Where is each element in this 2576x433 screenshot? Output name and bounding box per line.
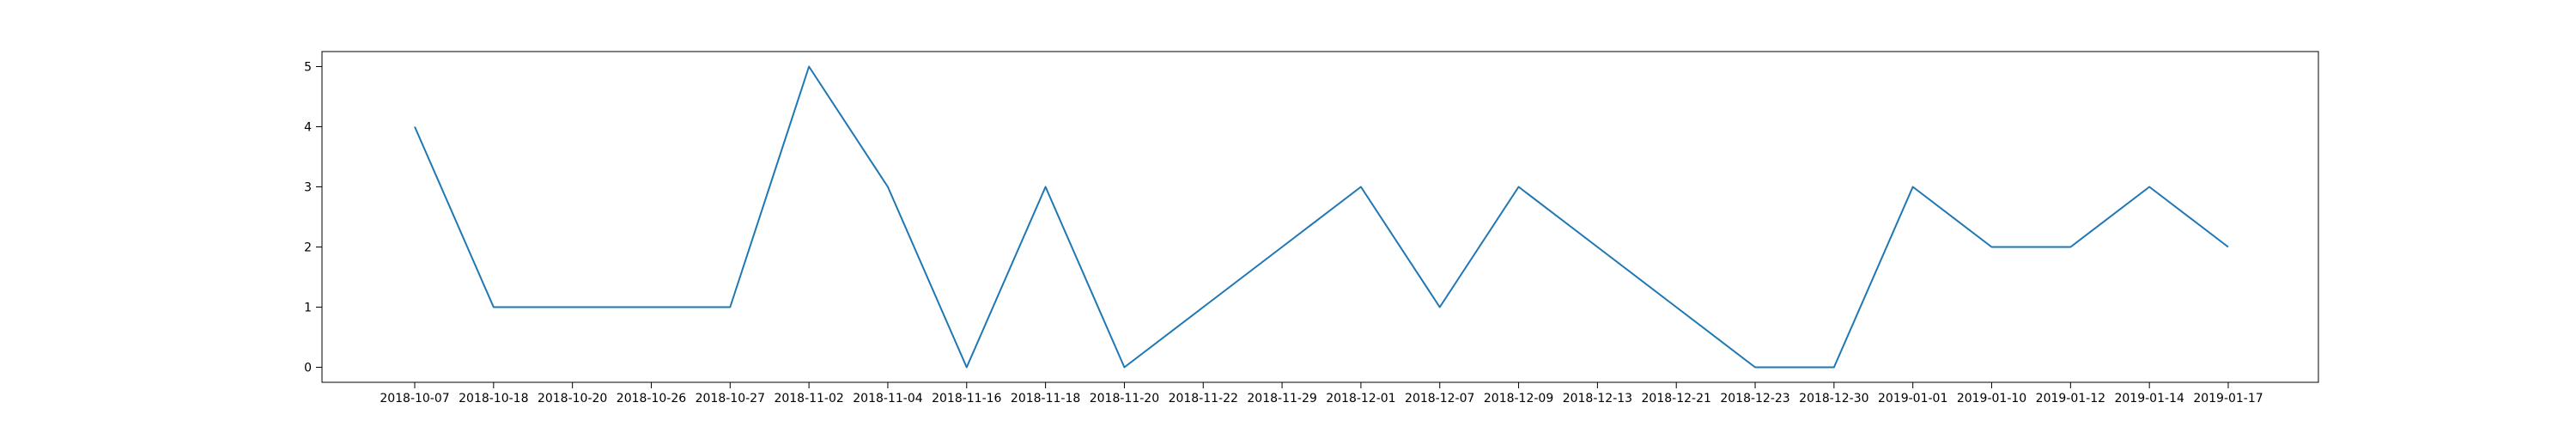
- x-tick-label: 2018-11-18: [1011, 392, 1080, 406]
- y-tick-label: 2: [304, 241, 312, 255]
- x-tick-label: 2019-01-10: [1957, 392, 2026, 406]
- y-axis: 0 1 2 3 4 5: [304, 61, 322, 375]
- y-tick-label: 0: [304, 362, 312, 375]
- x-tick-label: 2018-10-26: [617, 392, 686, 406]
- x-axis: 2018-10-07 2018-10-18 2018-10-20 2018-10-26…: [380, 382, 2263, 406]
- y-tick-label: 3: [304, 181, 312, 195]
- x-tick-label: 2018-12-21: [1642, 392, 1711, 406]
- series-line: [414, 65, 2229, 369]
- x-tick-label: 2018-11-04: [853, 392, 922, 406]
- x-tick-label: 2018-11-02: [774, 392, 843, 406]
- x-tick-label: 2019-01-12: [2036, 392, 2105, 406]
- x-tick-label: 2018-12-01: [1326, 392, 1395, 406]
- x-tick-label: 2018-10-20: [538, 392, 607, 406]
- x-tick-label: 2018-12-07: [1405, 392, 1474, 406]
- x-tick-label: 2019-01-17: [2193, 392, 2263, 406]
- x-tick-label: 2018-10-27: [696, 392, 765, 406]
- x-tick-label: 2018-12-13: [1563, 392, 1632, 406]
- x-tick-label: 2018-11-29: [1247, 392, 1316, 406]
- y-tick-label: 4: [304, 121, 312, 135]
- x-tick-label: 2019-01-14: [2114, 392, 2184, 406]
- y-tick-label: 5: [304, 61, 312, 75]
- x-tick-label: 2018-11-16: [932, 392, 1001, 406]
- y-tick-label: 1: [304, 302, 312, 315]
- x-tick-label: 2018-12-09: [1484, 392, 1553, 406]
- plot-frame: [321, 51, 2319, 383]
- x-tick-label: 2018-10-18: [459, 392, 528, 406]
- x-tick-label: 2018-12-30: [1799, 392, 1868, 406]
- x-tick-label: 2018-11-20: [1090, 392, 1159, 406]
- x-tick-label: 2018-10-07: [380, 392, 449, 406]
- x-tick-label: 2018-12-23: [1720, 392, 1789, 406]
- x-tick-label: 2019-01-01: [1878, 392, 1947, 406]
- x-tick-label: 2018-11-22: [1169, 392, 1238, 406]
